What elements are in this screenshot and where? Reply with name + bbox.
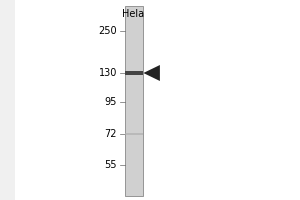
Text: Hela: Hela <box>122 9 145 19</box>
Polygon shape <box>143 65 160 81</box>
Bar <box>124 6 142 196</box>
Bar <box>124 71 142 75</box>
Text: 95: 95 <box>105 97 117 107</box>
Text: 72: 72 <box>104 129 117 139</box>
Bar <box>124 133 142 135</box>
Text: 55: 55 <box>104 160 117 170</box>
Text: 250: 250 <box>98 26 117 36</box>
Text: 130: 130 <box>99 68 117 78</box>
